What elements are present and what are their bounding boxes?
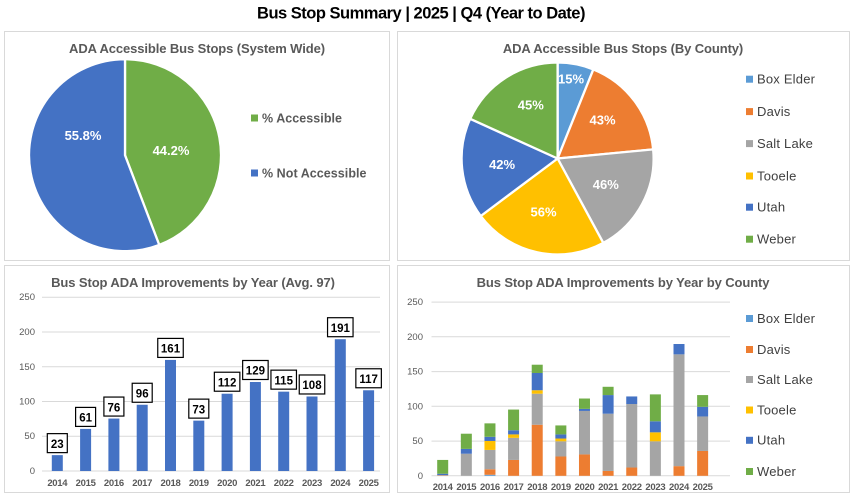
svg-text:Box Elder: Box Elder — [757, 72, 816, 87]
svg-text:2014: 2014 — [47, 478, 68, 489]
svg-text:2018: 2018 — [161, 478, 181, 489]
svg-text:2015: 2015 — [456, 482, 477, 493]
svg-text:2025: 2025 — [693, 482, 714, 493]
svg-text:2017: 2017 — [504, 482, 524, 493]
svg-text:2015: 2015 — [76, 478, 97, 489]
svg-text:2022: 2022 — [622, 482, 642, 493]
svg-text:0: 0 — [30, 466, 35, 477]
svg-text:115: 115 — [274, 375, 293, 387]
svg-text:129: 129 — [246, 366, 265, 378]
svg-text:2023: 2023 — [302, 478, 322, 489]
svg-text:Box Elder: Box Elder — [757, 311, 816, 326]
svg-text:2020: 2020 — [217, 478, 237, 489]
svg-text:Salt Lake: Salt Lake — [757, 136, 813, 151]
svg-text:2016: 2016 — [104, 478, 124, 489]
svg-text:250: 250 — [407, 297, 423, 308]
svg-text:2014: 2014 — [433, 482, 454, 493]
svg-text:2017: 2017 — [132, 478, 152, 489]
svg-text:2019: 2019 — [551, 482, 571, 493]
svg-text:76: 76 — [108, 402, 121, 414]
svg-text:161: 161 — [161, 344, 181, 356]
svg-text:Bus Stop ADA Improvements by Y: Bus Stop ADA Improvements by Year by Cou… — [477, 275, 771, 290]
svg-text:117: 117 — [359, 374, 378, 386]
svg-text:2024: 2024 — [330, 478, 351, 489]
svg-text:56%: 56% — [530, 205, 556, 220]
svg-text:191: 191 — [331, 323, 351, 335]
svg-text:100: 100 — [19, 397, 35, 408]
svg-text:Utah: Utah — [757, 433, 785, 448]
svg-text:2025: 2025 — [359, 478, 380, 489]
svg-text:ADA Accessible Bus Stops (Syst: ADA Accessible Bus Stops (System Wide) — [69, 41, 325, 56]
svg-text:2022: 2022 — [274, 478, 294, 489]
svg-text:2019: 2019 — [189, 478, 209, 489]
svg-text:150: 150 — [19, 362, 35, 373]
svg-text:2016: 2016 — [480, 482, 500, 493]
svg-text:55.8%: 55.8% — [65, 128, 102, 143]
svg-text:23: 23 — [51, 439, 64, 451]
svg-text:2018: 2018 — [527, 482, 547, 493]
svg-text:50: 50 — [24, 431, 35, 442]
svg-text:2021: 2021 — [598, 482, 619, 493]
svg-text:100: 100 — [407, 401, 423, 412]
svg-text:Salt Lake: Salt Lake — [757, 372, 813, 387]
svg-text:73: 73 — [192, 404, 205, 416]
svg-text:150: 150 — [407, 367, 423, 378]
svg-text:% Not Accessible: % Not Accessible — [262, 167, 367, 181]
svg-text:45%: 45% — [518, 98, 544, 113]
svg-text:Utah: Utah — [757, 200, 785, 215]
svg-text:0: 0 — [418, 471, 423, 482]
svg-text:112: 112 — [218, 377, 237, 389]
svg-text:46%: 46% — [593, 177, 619, 192]
svg-text:ADA Accessible Bus Stops (By C: ADA Accessible Bus Stops (By County) — [503, 41, 743, 56]
svg-text:96: 96 — [136, 388, 149, 400]
svg-text:2020: 2020 — [575, 482, 595, 493]
svg-text:Weber: Weber — [757, 464, 797, 479]
svg-text:50: 50 — [412, 436, 423, 447]
svg-text:44.2%: 44.2% — [153, 143, 190, 158]
svg-text:200: 200 — [407, 332, 423, 343]
svg-text:61: 61 — [79, 413, 92, 425]
svg-text:Tooele: Tooele — [757, 402, 797, 417]
svg-text:43%: 43% — [589, 113, 615, 128]
svg-text:% Accessible: % Accessible — [262, 112, 342, 126]
svg-text:2021: 2021 — [245, 478, 266, 489]
svg-text:42%: 42% — [489, 157, 515, 172]
svg-text:200: 200 — [19, 327, 35, 338]
svg-text:Weber: Weber — [757, 232, 797, 247]
svg-text:Tooele: Tooele — [757, 168, 797, 183]
svg-text:Davis: Davis — [757, 104, 791, 119]
svg-text:2023: 2023 — [645, 482, 665, 493]
svg-text:15%: 15% — [558, 72, 584, 87]
svg-text:Davis: Davis — [757, 342, 791, 357]
svg-text:250: 250 — [19, 292, 35, 303]
svg-text:2024: 2024 — [669, 482, 690, 493]
svg-text:Bus Stop ADA Improvements by Y: Bus Stop ADA Improvements by Year (Avg. … — [51, 275, 335, 290]
svg-text:108: 108 — [302, 380, 322, 392]
svg-text:Bus Stop Summary | 2025 | Q4 (: Bus Stop Summary | 2025 | Q4 (Year to Da… — [257, 5, 585, 23]
